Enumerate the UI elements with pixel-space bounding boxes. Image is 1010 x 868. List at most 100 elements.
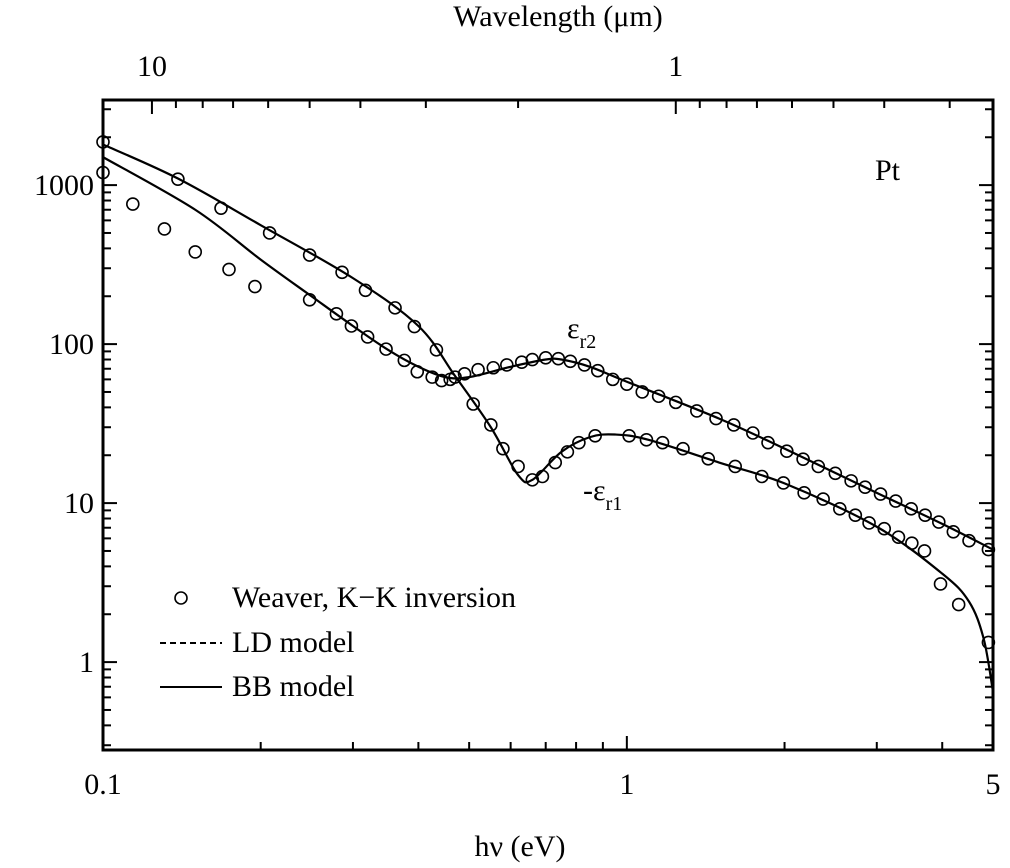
data-point <box>410 364 425 379</box>
data-point <box>828 466 843 481</box>
y-tick-label: 1 <box>79 646 94 679</box>
data-point <box>577 358 592 372</box>
data-point <box>933 577 948 591</box>
data-point <box>877 521 892 536</box>
data-point <box>622 429 636 443</box>
eps1-label: -εr1 <box>583 474 622 515</box>
x-tick-label: 1 <box>619 768 634 801</box>
data-point <box>639 433 654 447</box>
eps1-symbol: -ε <box>583 474 606 507</box>
data-point <box>171 172 185 186</box>
data-point <box>157 222 172 236</box>
data-point <box>605 372 620 387</box>
data-point <box>126 197 140 211</box>
data-point <box>668 395 683 410</box>
data-point <box>429 343 444 357</box>
data-point <box>358 283 373 298</box>
eps2-symbol: ε <box>567 312 580 345</box>
data-points <box>96 135 996 650</box>
data-point <box>525 352 540 367</box>
legend-label-bb: BB model <box>232 670 355 703</box>
data-point <box>833 502 847 516</box>
data-point <box>620 377 634 391</box>
data-point <box>904 502 919 516</box>
eps2-label: εr2 <box>567 312 596 353</box>
data-point <box>888 494 903 508</box>
data-point <box>858 480 872 494</box>
data-point <box>797 486 811 500</box>
y-tick-label: 100 <box>49 328 94 361</box>
data-point <box>796 452 810 466</box>
data-point <box>690 404 704 418</box>
x-tick-label: 5 <box>986 768 1001 801</box>
data-point <box>379 342 393 356</box>
data-point <box>746 426 760 440</box>
data-point <box>848 508 863 522</box>
data-point <box>511 459 525 474</box>
data-point <box>590 363 605 378</box>
data-point <box>709 411 723 426</box>
data-point <box>496 441 510 456</box>
data-point <box>918 508 932 522</box>
data-point <box>329 307 344 321</box>
data-point <box>676 441 690 456</box>
x-tick-label: 0.1 <box>84 768 122 801</box>
data-point <box>755 469 769 484</box>
data-point <box>262 226 277 240</box>
data-point <box>931 515 946 529</box>
data-point <box>844 474 858 488</box>
data-point <box>701 451 716 466</box>
data-point <box>728 459 742 474</box>
data-point <box>780 444 794 459</box>
data-point <box>873 487 888 501</box>
data-point <box>891 530 906 545</box>
data-point <box>397 353 412 368</box>
data-point <box>484 418 498 432</box>
eps2-subscript: r2 <box>580 331 597 353</box>
y-tick-labels: 1 10 100 1000 <box>34 169 94 679</box>
data-point <box>434 373 449 388</box>
data-point <box>457 367 472 381</box>
data-point <box>946 524 961 539</box>
data-point <box>563 354 578 369</box>
data-point <box>388 301 402 315</box>
data-point <box>535 469 550 484</box>
data-point <box>548 455 563 470</box>
data-point <box>811 459 826 474</box>
data-point <box>651 389 666 404</box>
x-tick-labels: 0.1 1 5 <box>84 768 1000 801</box>
data-point <box>761 435 775 450</box>
data-point <box>655 435 670 450</box>
y-tick-label: 10 <box>64 487 94 520</box>
data-point <box>917 544 932 558</box>
data-point <box>560 445 575 459</box>
data-point <box>726 418 741 432</box>
data-point <box>962 533 976 548</box>
metal-label: Pt <box>875 154 901 187</box>
top-tick-label: 1 <box>668 50 683 83</box>
top-tick-labels: 10 1 <box>137 50 683 83</box>
y-tick-label: 1000 <box>34 169 94 202</box>
legend: Weaver, K−K inversion LD model BB model <box>160 581 516 703</box>
data-point <box>862 516 876 530</box>
data-point <box>588 429 602 443</box>
data-point <box>335 265 349 280</box>
data-point <box>905 536 919 550</box>
data-point <box>407 319 422 334</box>
legend-label-weaver: Weaver, K−K inversion <box>232 581 516 614</box>
data-point <box>344 319 359 333</box>
data-point <box>360 330 375 344</box>
data-point <box>302 292 317 307</box>
top-axis-label: Wavelength (μm) <box>453 0 662 33</box>
data-point <box>188 245 203 259</box>
data-point <box>248 279 262 294</box>
plot-frame <box>101 98 995 752</box>
data-point <box>538 351 553 365</box>
data-point <box>443 372 457 387</box>
x-axis-label: hν (eV) <box>474 830 565 863</box>
data-point <box>816 492 830 506</box>
data-point <box>951 597 966 612</box>
data-point <box>486 360 501 375</box>
top-tick-label: 10 <box>137 50 167 83</box>
